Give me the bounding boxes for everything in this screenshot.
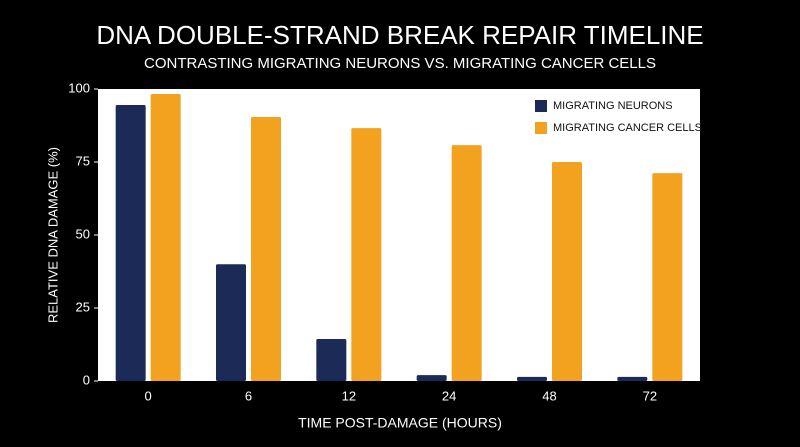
bar <box>451 145 482 381</box>
x-axis-label: TIME POST-DAMAGE (HOURS) <box>298 415 502 431</box>
legend-swatch <box>535 122 547 134</box>
y-tick-label: 0 <box>83 372 90 387</box>
y-axis-label: RELATIVE DNA DAMAGE (%) <box>45 147 60 323</box>
legend-label: MIGRATING NEURONS <box>553 100 673 112</box>
y-tick-label: 50 <box>76 226 90 241</box>
bar <box>416 375 447 381</box>
bar <box>216 264 246 381</box>
bar <box>251 117 281 382</box>
bar <box>115 105 146 381</box>
x-tick-label: 24 <box>442 388 456 403</box>
legend-swatch <box>535 100 547 112</box>
y-tick-label: 25 <box>76 299 90 314</box>
chart-subtitle: CONTRASTING MIGRATING NEURONS VS. MIGRAT… <box>144 55 656 72</box>
chart-title: DNA DOUBLE-STRAND BREAK REPAIR TIMELINE <box>96 20 703 50</box>
bar <box>517 376 547 381</box>
bar <box>552 162 582 381</box>
y-tick-label: 75 <box>76 153 90 168</box>
bar <box>351 128 382 381</box>
x-tick-label: 48 <box>542 388 556 403</box>
x-tick-label: 6 <box>245 388 252 403</box>
bar <box>652 173 683 381</box>
legend-label: MIGRATING CANCER CELLS <box>553 122 702 134</box>
bar <box>617 376 648 381</box>
x-tick-label: 72 <box>643 388 657 403</box>
y-tick-label: 100 <box>68 80 90 95</box>
bar <box>150 93 181 382</box>
bar <box>316 338 347 381</box>
x-tick-label: 0 <box>145 388 152 403</box>
x-tick-label: 12 <box>342 388 356 403</box>
plot-area <box>98 89 700 381</box>
